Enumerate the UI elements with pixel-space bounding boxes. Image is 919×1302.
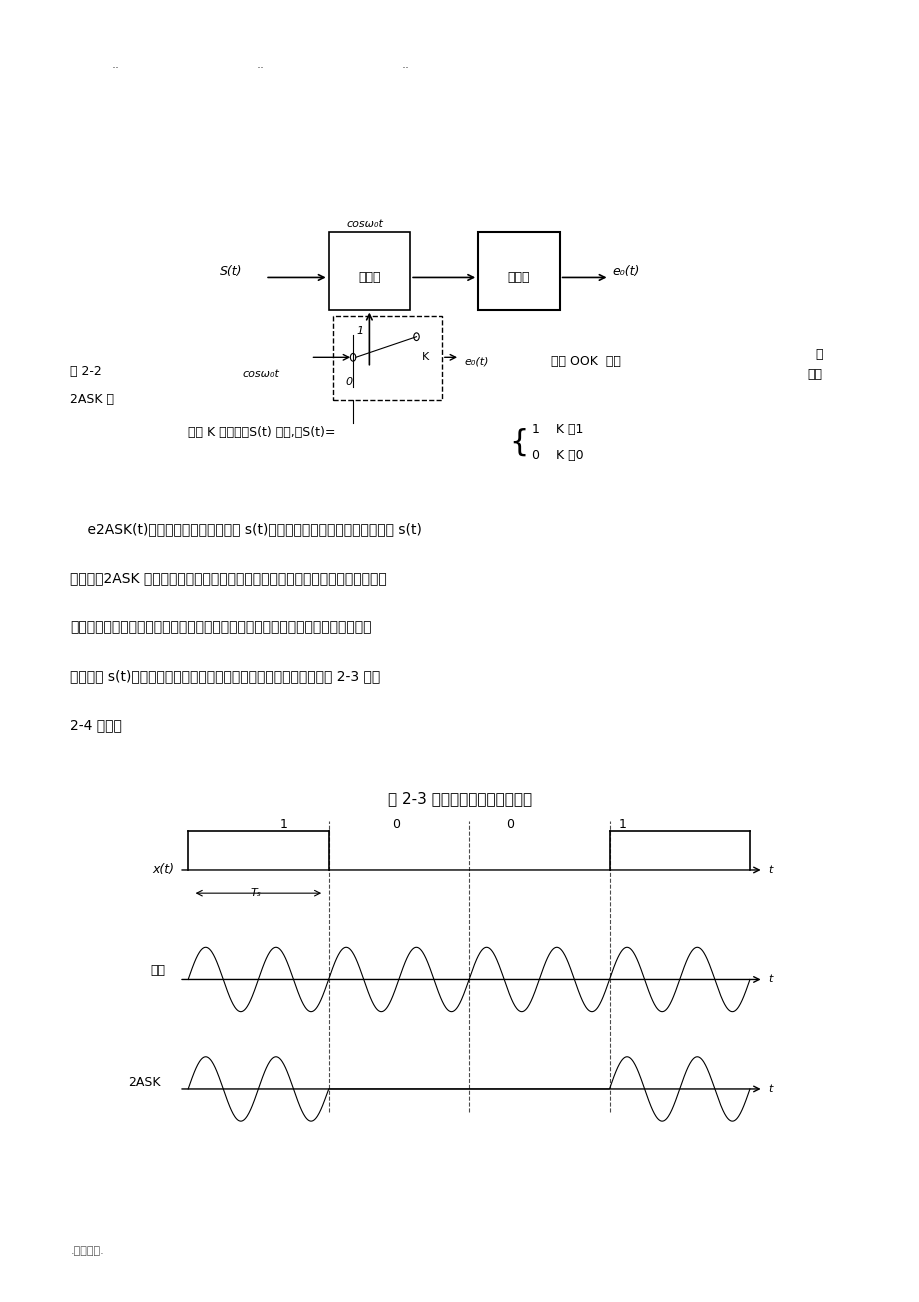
Text: 也称 OOK  信号: 也称 OOK 信号: [550, 354, 619, 367]
Bar: [333, 316, 441, 400]
Text: 1: 1: [618, 819, 627, 832]
Text: e₀(t): e₀(t): [611, 264, 639, 277]
Text: Tₛ: Tₛ: [250, 888, 261, 898]
Text: 典型: 典型: [807, 367, 822, 380]
Text: 键控法由 s(t)来控制电路的开关进而进行调制。两种方法的调制如图 2-3 和图: 键控法由 s(t)来控制电路的开关进而进行调制。两种方法的调制如图 2-3 和图: [70, 669, 380, 684]
Text: 0: 0: [392, 819, 400, 832]
Text: 2-4 所示。: 2-4 所示。: [70, 717, 122, 732]
Text: 形: 形: [814, 348, 822, 361]
Text: 图 2-3 模拟调制法（相乘器法）: 图 2-3 模拟调制法（相乘器法）: [388, 792, 531, 807]
Text: x(t): x(t): [153, 863, 175, 876]
Text: ..: ..: [402, 59, 409, 72]
Text: 2ASK: 2ASK: [129, 1075, 161, 1088]
Text: 图 2-2: 图 2-2: [70, 365, 102, 378]
Bar: [328, 232, 410, 310]
Text: cosω₀t: cosω₀t: [243, 368, 279, 379]
Text: K: K: [422, 353, 429, 362]
Text: 0: 0: [346, 378, 353, 387]
Text: S(t): S(t): [220, 264, 243, 277]
Text: 乘法器: 乘法器: [357, 271, 380, 284]
Text: 滤波器: 滤波器: [507, 271, 529, 284]
Text: 的信息。2ASK 信号的产生方法通常有两种：模拟调制法（相乘器法）和键控法。: 的信息。2ASK 信号的产生方法通常有两种：模拟调制法（相乘器法）和键控法。: [70, 572, 387, 585]
Text: 2ASK 波: 2ASK 波: [70, 393, 114, 406]
Text: .专业资料.: .专业资料.: [70, 1246, 104, 1256]
Text: cosω₀t: cosω₀t: [346, 220, 383, 229]
Text: t: t: [767, 974, 772, 984]
Text: 1    K 接1: 1 K 接1: [532, 423, 584, 436]
Text: ..: ..: [256, 59, 265, 72]
Text: e₀(t): e₀(t): [464, 357, 489, 366]
Text: t: t: [767, 1085, 772, 1094]
Text: t: t: [767, 865, 772, 875]
Text: {: {: [508, 428, 528, 457]
Text: ..: ..: [111, 59, 119, 72]
Text: 模拟调制法就是用基带信号与载波相乘，进而把基带信号调制到载波上进行传输。: 模拟调制法就是用基带信号与载波相乘，进而把基带信号调制到载波上进行传输。: [70, 620, 371, 634]
Text: e2ASK(t)为已调信号，它的幅度受 s(t)控制，也就是说它的幅度上携带有 s(t): e2ASK(t)为已调信号，它的幅度受 s(t)控制，也就是说它的幅度上携带有 …: [70, 522, 422, 536]
Text: 1: 1: [357, 327, 364, 336]
Text: 1: 1: [279, 819, 287, 832]
Text: 0: 0: [505, 819, 514, 832]
Text: 0    K 接0: 0 K 接0: [532, 449, 584, 462]
Text: 开关 K 的动作由S(t) 决定,当S(t)=: 开关 K 的动作由S(t) 决定,当S(t)=: [188, 426, 335, 439]
Bar: [478, 232, 559, 310]
Text: 载波: 载波: [151, 963, 165, 976]
